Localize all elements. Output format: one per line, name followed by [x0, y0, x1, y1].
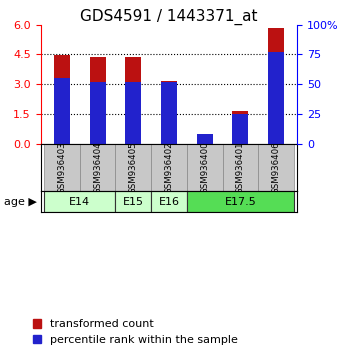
Text: GSM936400: GSM936400 — [200, 141, 209, 194]
Text: GSM936403: GSM936403 — [57, 141, 67, 194]
Bar — [125, 57, 141, 143]
Bar — [151, 143, 187, 191]
Bar — [125, 82, 141, 143]
Bar — [54, 55, 70, 143]
Bar — [44, 143, 80, 191]
Bar — [197, 134, 213, 143]
Bar — [54, 78, 70, 143]
Bar — [80, 143, 116, 191]
Bar — [44, 191, 116, 212]
Bar — [116, 143, 151, 191]
Text: GSM936406: GSM936406 — [271, 141, 281, 194]
Text: age ▶: age ▶ — [4, 197, 37, 207]
Bar — [90, 82, 106, 143]
Text: E17.5: E17.5 — [224, 197, 256, 207]
Bar — [232, 112, 248, 143]
Bar — [90, 57, 106, 143]
Title: GDS4591 / 1443371_at: GDS4591 / 1443371_at — [80, 8, 258, 25]
Text: GSM936405: GSM936405 — [129, 141, 138, 194]
Bar — [268, 52, 284, 143]
Text: E15: E15 — [123, 197, 144, 207]
Text: E16: E16 — [159, 197, 179, 207]
Bar — [222, 143, 258, 191]
Bar — [161, 81, 177, 143]
Text: GSM936401: GSM936401 — [236, 141, 245, 194]
Text: GSM936402: GSM936402 — [165, 141, 173, 194]
Bar — [116, 191, 151, 212]
Bar — [187, 191, 294, 212]
Bar — [187, 143, 222, 191]
Text: E14: E14 — [69, 197, 90, 207]
Bar — [151, 191, 187, 212]
Bar — [258, 143, 294, 191]
Bar — [268, 28, 284, 143]
Bar — [232, 114, 248, 143]
Legend: transformed count, percentile rank within the sample: transformed count, percentile rank withi… — [32, 319, 238, 345]
Bar — [197, 141, 213, 143]
Bar — [161, 82, 177, 143]
Text: GSM936404: GSM936404 — [93, 141, 102, 194]
